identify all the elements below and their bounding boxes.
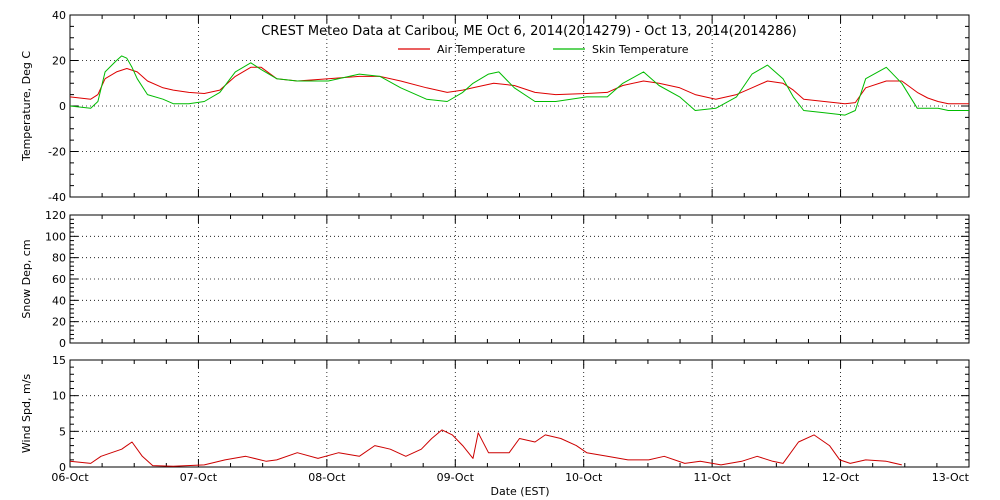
x-tick-label: 08-Oct xyxy=(308,471,346,484)
y-tick-label: 120 xyxy=(45,209,66,222)
temperature-panel: -40 -20 0 20 40 Temperature, Deg C xyxy=(20,9,970,204)
x-tick-label: 10-Oct xyxy=(565,471,603,484)
y-tick-label: 40 xyxy=(52,9,66,22)
x-tick-label: 09-Oct xyxy=(437,471,475,484)
snow-depth-y-axis-label: Snow Dep, cm xyxy=(20,239,33,318)
temperature-y-axis-label: Temperature, Deg C xyxy=(20,51,33,162)
y-tick-label: 5 xyxy=(59,425,66,438)
y-tick-label: 20 xyxy=(52,316,66,329)
y-tick-label: 15 xyxy=(52,354,66,367)
y-tick-label: 60 xyxy=(52,273,66,286)
wind-speed-y-axis-label: Wind Spd, m/s xyxy=(20,374,33,454)
legend-label-air: Air Temperature xyxy=(437,43,526,56)
y-tick-label: 0 xyxy=(59,100,66,113)
y-tick-label: 0 xyxy=(59,461,66,474)
chart-title: CREST Meteo Data at Caribou, ME Oct 6, 2… xyxy=(261,24,796,39)
y-tick-label: 0 xyxy=(59,337,66,350)
x-tick-label: 13-Oct xyxy=(932,471,970,484)
legend: Air Temperature Skin Temperature xyxy=(398,43,689,56)
x-tick-label: 11-Oct xyxy=(693,471,731,484)
y-tick-label: 10 xyxy=(52,390,66,403)
y-tick-label: -20 xyxy=(48,146,66,159)
y-tick-label: 100 xyxy=(45,230,66,243)
wind-speed-panel: 0 5 10 15 Wind Spd, m/s 06-Oct 07-Oct 08-Oct 09-… xyxy=(20,354,970,484)
wind-speed-series-line-0 xyxy=(69,429,902,467)
x-tick-label: 12-Oct xyxy=(822,471,860,484)
y-tick-label: 80 xyxy=(52,252,66,265)
snow-depth-panel: 0 20 40 60 80 100 120 Snow Dep, cm xyxy=(20,209,970,350)
snow-depth-frame xyxy=(69,214,970,344)
temperature-series-line-1 xyxy=(69,55,969,116)
x-tick-label: 07-Oct xyxy=(180,471,218,484)
wind-speed-frame xyxy=(69,359,970,468)
temperature-series-line-0 xyxy=(69,66,969,105)
x-tick-label: 06-Oct xyxy=(51,471,89,484)
x-axis-label: Date (EST) xyxy=(490,485,549,498)
y-tick-label: 20 xyxy=(52,55,66,68)
legend-label-skin: Skin Temperature xyxy=(592,43,689,56)
y-tick-label: -40 xyxy=(48,191,66,204)
y-tick-label: 40 xyxy=(52,294,66,307)
